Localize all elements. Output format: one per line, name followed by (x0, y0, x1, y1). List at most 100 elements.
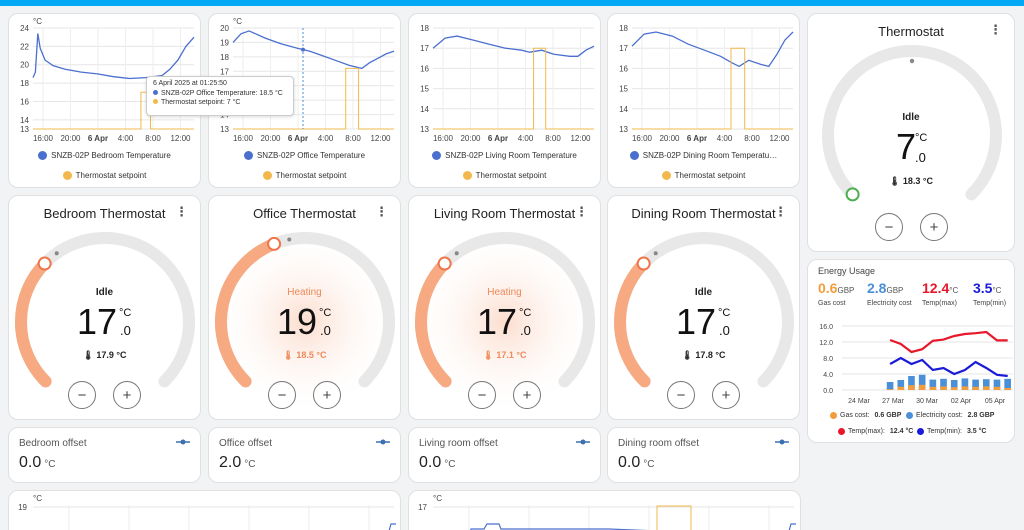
decrease-button[interactable]: − (875, 213, 903, 241)
increase-button[interactable]: + (313, 381, 341, 409)
slider-icon[interactable] (576, 438, 590, 449)
x-tick-label: 4:00 (118, 134, 134, 143)
legend-label: Temp(max): (848, 428, 887, 435)
thermostat-card-3: Living Room Thermostat ⋮ Heating 17 °C .0 🌡 17… (408, 195, 601, 420)
tooltip-time: 6 April 2025 at 01:25:50 (153, 80, 227, 87)
thermostat-dial[interactable] (9, 196, 201, 420)
electricity-bar[interactable] (982, 379, 990, 390)
decrease-button[interactable]: − (68, 381, 96, 409)
x-tick-label: 02 Apr (951, 398, 972, 405)
gas-bar[interactable] (940, 386, 947, 390)
gas-bar[interactable] (961, 386, 969, 390)
more-options-icon[interactable]: ⋮ (774, 204, 787, 219)
legend-swatch (243, 151, 253, 160)
gas-bar[interactable] (886, 389, 894, 390)
gas-bar[interactable] (908, 385, 915, 390)
thermostat-dial[interactable] (209, 196, 401, 420)
electricity-bar[interactable] (929, 379, 937, 390)
offset-card-2[interactable]: Office offset 2.0 °C (208, 427, 401, 483)
more-options-icon[interactable]: ⋮ (989, 22, 1002, 37)
energy-legend-item[interactable]: Temp(max): 12.4 °C (838, 428, 913, 435)
electricity-bar[interactable] (918, 374, 926, 390)
legend-item[interactable]: Thermostat setpoint (209, 171, 400, 180)
energy-legend-item[interactable]: Electricity cost: 2.8 GBP (906, 412, 994, 419)
gas-bar[interactable] (918, 384, 926, 390)
setpoint-line[interactable] (632, 47, 793, 130)
temperature-line[interactable] (432, 35, 595, 57)
increase-button[interactable]: + (513, 381, 541, 409)
dial-handle[interactable] (437, 256, 452, 271)
more-options-icon[interactable]: ⋮ (175, 204, 188, 219)
temperature-line[interactable] (232, 30, 395, 70)
legend-item[interactable]: Thermostat setpoint (608, 171, 799, 180)
setpoint-line[interactable] (233, 67, 394, 130)
tooltip-swatch (153, 90, 158, 95)
dial-value-arc (613, 257, 651, 388)
dial-track[interactable] (822, 45, 1002, 201)
legend-label: SNZB-02P Office Temperature (256, 151, 366, 160)
target-temp-unit: °C (319, 307, 332, 319)
main-thermostat-title: Thermostat (878, 24, 944, 39)
dial-handle[interactable] (636, 256, 651, 271)
increase-button[interactable]: + (113, 381, 141, 409)
history-chart[interactable]: 18 17 16 15 14 13 16:00 20:00 6 Apr 4:00 8:00 12:00 (409, 14, 601, 188)
offset-card-4[interactable]: Dining room offset 0.0 °C (607, 427, 800, 483)
legend-item[interactable]: SNZB-02P Living Room Temperature (409, 151, 600, 160)
thermostat-dial[interactable] (409, 196, 601, 420)
gas-bar[interactable] (993, 386, 1001, 390)
gas-bar[interactable] (972, 386, 979, 390)
gas-bar[interactable] (1004, 388, 1011, 390)
history-chart[interactable]: 18 17 16 15 14 13 16:00 20:00 6 Apr 4:00 8:00 12:00 (608, 14, 800, 188)
decrease-button[interactable]: − (667, 381, 695, 409)
temperature-line[interactable] (433, 523, 796, 530)
dial-handle[interactable] (267, 236, 282, 251)
electricity-bar[interactable] (961, 378, 969, 390)
gas-bar[interactable] (982, 386, 990, 390)
decrease-button[interactable]: − (468, 381, 496, 409)
temperature-line[interactable] (631, 31, 794, 68)
legend-item[interactable]: SNZB-02P Office Temperature (209, 151, 400, 160)
more-options-icon[interactable]: ⋮ (375, 204, 388, 219)
thermostat-dial[interactable] (608, 196, 800, 420)
thermostat-current: 🌡 17.1 °C (409, 350, 600, 361)
setpoint-line[interactable] (656, 505, 692, 530)
legend-item[interactable]: Thermostat setpoint (409, 171, 600, 180)
legend-item[interactable]: SNZB-02P Bedroom Temperature (9, 151, 200, 160)
electricity-bar[interactable] (993, 379, 1001, 390)
temp-min-line[interactable] (889, 356, 1008, 378)
electricity-bar[interactable] (940, 378, 947, 390)
more-options-icon[interactable]: ⋮ (575, 204, 588, 219)
main-thermostat-dial[interactable] (808, 14, 1015, 252)
increase-button[interactable]: + (712, 381, 740, 409)
offset-unit: °C (444, 459, 456, 470)
offset-card-1[interactable]: Bedroom offset 0.0 °C (8, 427, 201, 483)
electricity-bar[interactable] (1004, 378, 1011, 390)
temperature-line[interactable] (32, 33, 195, 80)
electricity-bar[interactable] (886, 382, 894, 390)
electricity-bar[interactable] (972, 379, 979, 390)
increase-button[interactable]: + (920, 213, 948, 241)
electricity-bar[interactable] (897, 380, 905, 390)
gas-bar[interactable] (897, 386, 905, 390)
energy-legend-item[interactable]: Temp(min): 3.5 °C (917, 428, 986, 435)
electricity-bar[interactable] (950, 380, 958, 390)
temperature-line[interactable] (33, 523, 396, 530)
dial-handle[interactable] (845, 187, 860, 202)
electricity-bar[interactable] (908, 376, 915, 390)
slider-icon[interactable] (176, 438, 190, 449)
decrease-button[interactable]: − (268, 381, 296, 409)
slider-icon[interactable] (376, 438, 390, 449)
slider-icon[interactable] (775, 438, 789, 449)
temp-max-line[interactable] (889, 330, 1008, 354)
setpoint-line[interactable] (433, 47, 594, 130)
gas-bar[interactable] (950, 387, 958, 390)
dial-handle[interactable] (37, 256, 52, 271)
setpoint-line[interactable] (33, 91, 194, 130)
energy-legend-item[interactable]: Gas cost: 0.6 GBP (830, 412, 901, 419)
offset-card-3[interactable]: Living room offset 0.0 °C (408, 427, 601, 483)
gas-bar[interactable] (929, 386, 937, 390)
legend-item[interactable]: SNZB-02P Dining Room Temperatu… (608, 151, 799, 160)
x-tick-label: 20:00 (460, 134, 481, 143)
legend-item[interactable]: Thermostat setpoint (9, 171, 200, 180)
